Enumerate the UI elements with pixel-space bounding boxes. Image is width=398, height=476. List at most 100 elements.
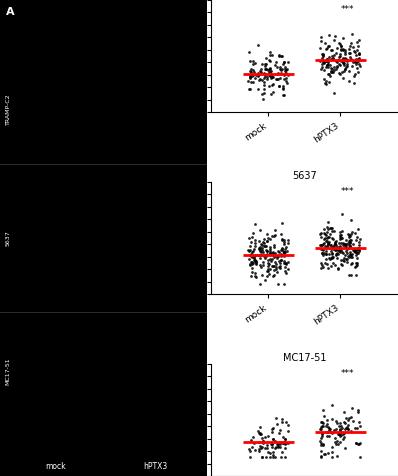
- Point: [328, 254, 334, 262]
- Point: [274, 440, 280, 447]
- Point: [281, 248, 287, 256]
- Point: [353, 263, 360, 270]
- Point: [340, 54, 346, 61]
- Point: [348, 230, 354, 238]
- Point: [356, 241, 363, 249]
- Point: [324, 242, 330, 250]
- Point: [252, 446, 259, 454]
- Point: [246, 48, 252, 55]
- Point: [274, 268, 280, 276]
- Point: [350, 240, 357, 248]
- Point: [277, 265, 284, 272]
- Point: [345, 252, 351, 259]
- Point: [268, 440, 274, 448]
- Point: [321, 57, 327, 65]
- Point: [263, 454, 269, 461]
- Point: [273, 264, 279, 271]
- Point: [325, 58, 332, 66]
- Point: [326, 31, 332, 39]
- Point: [275, 280, 281, 288]
- Point: [269, 249, 275, 257]
- Point: [264, 444, 270, 452]
- Point: [350, 417, 356, 425]
- Point: [269, 451, 276, 459]
- Point: [322, 450, 329, 457]
- Point: [319, 423, 325, 430]
- Point: [332, 50, 339, 57]
- Point: [259, 453, 265, 460]
- Point: [332, 438, 338, 446]
- Point: [352, 248, 358, 255]
- Point: [329, 224, 336, 232]
- Y-axis label: cilium length (μm): cilium length (μm): [185, 21, 194, 91]
- Text: ***: ***: [341, 5, 354, 14]
- Point: [258, 90, 265, 98]
- Point: [333, 426, 339, 433]
- Point: [338, 231, 344, 239]
- Point: [323, 45, 329, 53]
- Point: [281, 248, 287, 256]
- Point: [328, 244, 334, 251]
- Point: [329, 443, 335, 451]
- Point: [325, 240, 331, 248]
- Point: [256, 438, 263, 446]
- Point: [329, 402, 335, 409]
- Point: [337, 228, 343, 236]
- Point: [251, 246, 258, 253]
- Point: [340, 46, 346, 54]
- Point: [263, 247, 269, 254]
- Point: [281, 436, 288, 443]
- Point: [278, 66, 285, 74]
- Point: [324, 234, 331, 241]
- Point: [256, 429, 263, 437]
- Point: [277, 259, 284, 267]
- Point: [324, 420, 330, 428]
- Point: [275, 252, 282, 259]
- Point: [343, 258, 350, 266]
- Point: [277, 443, 283, 450]
- Point: [325, 225, 331, 233]
- Point: [268, 74, 275, 82]
- Point: [264, 73, 270, 81]
- Point: [338, 47, 344, 54]
- Point: [336, 245, 343, 253]
- Point: [351, 246, 357, 254]
- Point: [248, 238, 254, 246]
- Text: MC17-51: MC17-51: [6, 357, 11, 385]
- Point: [283, 439, 289, 447]
- Point: [318, 264, 325, 272]
- Point: [342, 248, 349, 255]
- Text: mock: mock: [45, 462, 66, 471]
- Point: [258, 77, 265, 84]
- Point: [251, 237, 258, 244]
- Point: [338, 246, 344, 254]
- Point: [264, 238, 271, 245]
- Point: [317, 259, 324, 267]
- Point: [355, 440, 362, 448]
- Point: [351, 79, 357, 87]
- Point: [271, 250, 277, 258]
- Point: [321, 450, 328, 457]
- Point: [257, 245, 263, 253]
- Point: [246, 261, 253, 268]
- Point: [256, 445, 263, 453]
- Point: [338, 62, 344, 69]
- Point: [270, 436, 276, 443]
- Point: [261, 85, 267, 93]
- Point: [340, 34, 347, 42]
- Point: [324, 60, 331, 68]
- Y-axis label: cilium length (μm): cilium length (μm): [185, 385, 194, 455]
- Point: [348, 271, 355, 279]
- Point: [353, 251, 359, 259]
- Point: [273, 59, 279, 66]
- Point: [346, 245, 352, 252]
- Point: [337, 432, 343, 439]
- Point: [264, 441, 270, 449]
- Point: [322, 242, 328, 250]
- Point: [326, 426, 332, 434]
- Point: [337, 419, 343, 427]
- Point: [267, 249, 273, 257]
- Point: [263, 267, 270, 275]
- Point: [263, 242, 269, 250]
- Point: [322, 428, 329, 436]
